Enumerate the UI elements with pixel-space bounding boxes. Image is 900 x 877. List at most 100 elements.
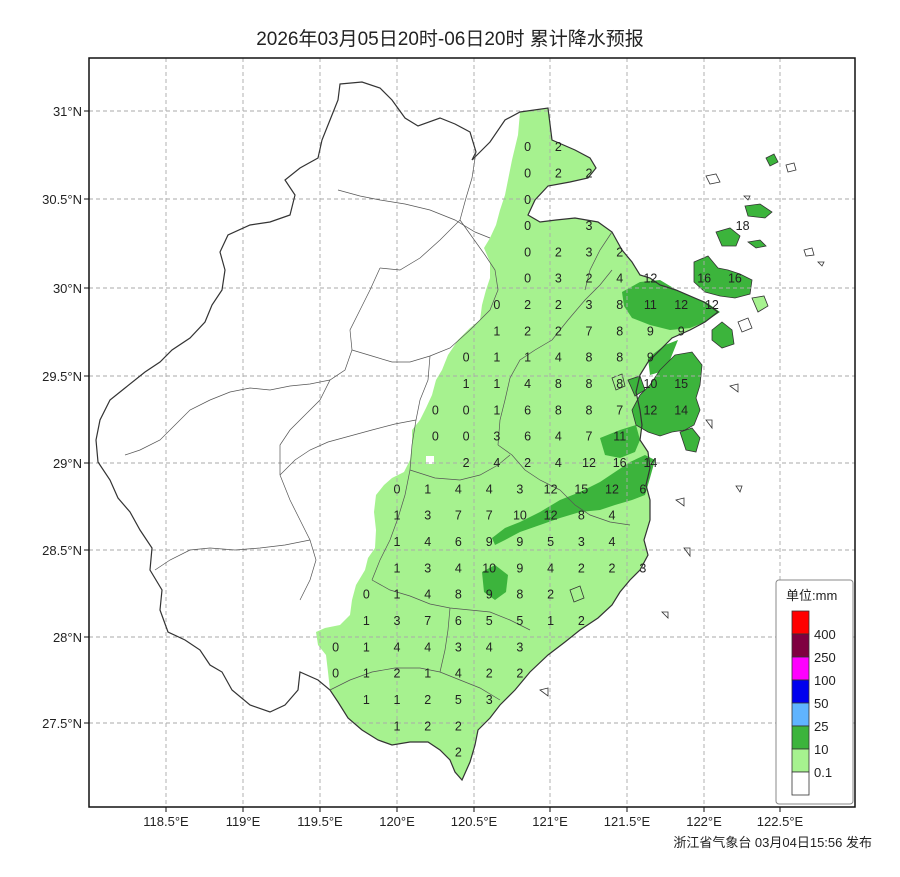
precip-value: 2 xyxy=(424,719,431,733)
precip-value: 2 xyxy=(578,561,585,575)
precip-value: 2 xyxy=(516,667,523,681)
precip-value: 2 xyxy=(609,561,616,575)
precip-value: 6 xyxy=(455,614,462,628)
precip-value: 5 xyxy=(547,535,554,549)
lon-label: 122.5°E xyxy=(757,814,804,829)
lon-label: 121.5°E xyxy=(604,814,651,829)
island-4 xyxy=(765,153,779,167)
precip-value: 12 xyxy=(643,403,657,417)
precip-value: 0 xyxy=(524,219,531,233)
precip-value: 0 xyxy=(463,403,470,417)
precip-value: 12 xyxy=(674,298,688,312)
precip-value: 1 xyxy=(394,719,401,733)
precip-value: 4 xyxy=(616,272,623,286)
precip-value: 1 xyxy=(493,351,500,365)
precip-value: 0 xyxy=(524,140,531,154)
lon-label: 119°E xyxy=(226,814,261,829)
precip-value: 3 xyxy=(455,640,462,654)
precip-value: 8 xyxy=(616,351,623,365)
precip-value: 4 xyxy=(455,561,462,575)
legend-label: 400 xyxy=(814,627,836,642)
lat-label: 27.5°N xyxy=(42,716,82,731)
precip-value: 1 xyxy=(424,482,431,496)
precip-value: 8 xyxy=(616,324,623,338)
precip-value: 4 xyxy=(555,430,562,444)
legend-label: 0.1 xyxy=(814,765,832,780)
precip-value: 16 xyxy=(728,272,742,286)
precip-value: 4 xyxy=(486,482,493,496)
precip-value: 6 xyxy=(639,482,646,496)
precip-value: 12 xyxy=(605,482,619,496)
precip-value: 16 xyxy=(697,272,711,286)
precip-value: 0 xyxy=(432,430,439,444)
precip-value: 18 xyxy=(736,219,750,233)
moderate-rain-area-2 xyxy=(648,340,678,375)
precip-value: 7 xyxy=(616,403,623,417)
precip-value: 0 xyxy=(463,430,470,444)
map-title: 2026年03月05日20时-06日20时 累计降水预报 xyxy=(256,29,644,50)
precip-value: 2 xyxy=(455,746,462,760)
legend-label: 10 xyxy=(814,742,828,757)
precip-value: 15 xyxy=(674,377,688,391)
precip-value: 8 xyxy=(616,298,623,312)
legend-swatch xyxy=(791,610,810,635)
legend-swatch xyxy=(791,748,810,773)
precip-value: 9 xyxy=(516,535,523,549)
precip-value: 4 xyxy=(493,456,500,470)
precip-value: 2 xyxy=(555,245,562,259)
precip-value: 2 xyxy=(555,324,562,338)
precip-value: 10 xyxy=(643,377,657,391)
precip-value: 4 xyxy=(609,535,616,549)
precip-value: 4 xyxy=(394,640,401,654)
precip-value: 3 xyxy=(516,482,523,496)
shengsi-island-2 xyxy=(744,203,773,219)
legend: 单位:mm 400 250 100 50 25 10 0.1 xyxy=(775,579,854,805)
precip-value: 2 xyxy=(524,298,531,312)
legend-label: 100 xyxy=(814,673,836,688)
precip-value: 2 xyxy=(463,456,470,470)
precip-value: 1 xyxy=(493,403,500,417)
daishan-island xyxy=(693,255,753,299)
precip-value: 3 xyxy=(516,640,523,654)
precip-value: 9 xyxy=(516,561,523,575)
precip-value: 1 xyxy=(394,588,401,602)
precip-value: 14 xyxy=(643,456,657,470)
precip-value: 8 xyxy=(616,377,623,391)
precip-value: 1 xyxy=(363,640,370,654)
legend-title: 单位:mm xyxy=(786,588,837,603)
precip-value: 2 xyxy=(555,166,562,180)
precip-value: 14 xyxy=(674,403,688,417)
precip-value: 12 xyxy=(643,272,657,286)
lat-label: 29.5°N xyxy=(42,369,82,384)
precip-value: 1 xyxy=(493,377,500,391)
precip-value: 7 xyxy=(586,324,593,338)
precip-value: 7 xyxy=(455,509,462,523)
precip-value: 4 xyxy=(424,535,431,549)
precip-value: 4 xyxy=(555,351,562,365)
precip-value: 7 xyxy=(586,430,593,444)
precip-value: 2 xyxy=(616,245,623,259)
precip-value: 12 xyxy=(705,298,719,312)
precip-value: 8 xyxy=(586,377,593,391)
precip-value: 2 xyxy=(424,693,431,707)
precip-value: 1 xyxy=(524,351,531,365)
lat-label: 29°N xyxy=(53,456,82,471)
precip-value: 8 xyxy=(555,403,562,417)
lon-label: 120°E xyxy=(379,814,415,829)
precip-value: 3 xyxy=(493,430,500,444)
precip-value: 5 xyxy=(486,614,493,628)
island-6 xyxy=(751,295,769,313)
precip-value: 9 xyxy=(647,351,654,365)
precip-value: 7 xyxy=(424,614,431,628)
precip-value: 1 xyxy=(394,509,401,523)
city-boundaries xyxy=(124,151,631,701)
precip-value: 1 xyxy=(394,693,401,707)
longitude-labels: 118.5°E 119°E 119.5°E 120°E 120.5°E 121°… xyxy=(143,814,803,829)
legend-swatch xyxy=(791,725,810,750)
precip-value: 5 xyxy=(516,614,523,628)
precip-value: 4 xyxy=(609,509,616,523)
precip-value: 1 xyxy=(424,667,431,681)
precip-value: 3 xyxy=(424,561,431,575)
light-rain-area xyxy=(316,108,718,780)
